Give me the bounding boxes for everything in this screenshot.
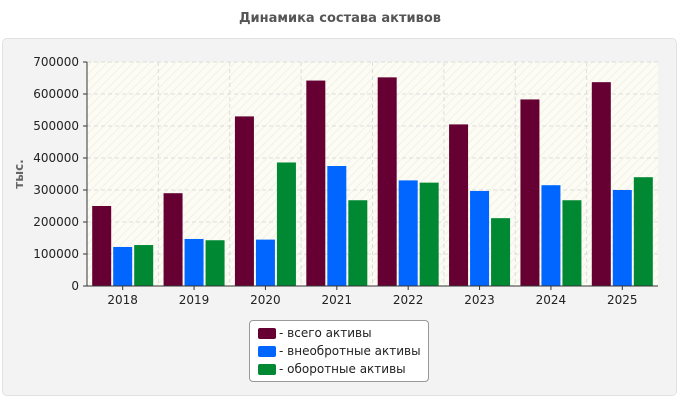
x-tick-label: 2024 [536,293,567,307]
bar-1-2018 [92,206,112,286]
legend-label: - всего активы [279,326,372,340]
bar-3-2022 [419,182,439,286]
legend-swatch [258,345,276,357]
bar-1-2021 [306,80,326,286]
bar-3-2019 [205,240,225,286]
bar-2-2023 [470,190,490,286]
bar-3-2021 [348,200,368,286]
x-tick-label: 2022 [393,293,424,307]
legend-item: - внеобротные активы [258,342,428,360]
bar-1-2022 [377,77,397,286]
y-tick-label: 400000 [33,151,79,165]
bar-2-2021 [327,166,347,286]
bar-3-2025 [633,177,653,286]
bar-2-2024 [541,185,561,286]
legend-swatch [258,363,276,375]
y-tick-label: 0 [71,279,79,293]
legend-item: - всего активы [258,324,428,342]
x-tick-label: 2019 [179,293,210,307]
bar-1-2019 [163,193,183,286]
y-tick-label: 600000 [33,87,79,101]
legend: - всего активы - внеобротные активы - обор… [249,320,429,382]
x-tick-label: 2025 [607,293,638,307]
bar-2-2018 [113,246,133,286]
y-tick-label: 100000 [33,247,79,261]
y-tick-label: 300000 [33,183,79,197]
bar-1-2020 [234,116,254,287]
bar-2-2025 [612,190,632,286]
legend-label: - оборотные активы [279,362,406,376]
bar-1-2023 [449,124,469,287]
bar-3-2023 [491,218,511,286]
bar-2-2019 [184,238,204,286]
bar-2-2022 [398,180,418,286]
x-tick-label: 2020 [250,293,281,307]
bar-2-2020 [255,239,275,286]
bar-1-2025 [591,82,611,286]
bar-3-2024 [562,200,582,286]
y-tick-label: 200000 [33,215,79,229]
y-tick-label: 700000 [33,55,79,69]
bar-1-2024 [520,99,540,286]
x-tick-label: 2018 [107,293,138,307]
chart-title: Динамика состава активов [238,11,442,26]
legend-swatch [258,327,276,339]
y-tick-label: 500000 [33,119,79,133]
legend-label: - внеобротные активы [279,344,421,358]
x-tick-label: 2021 [322,293,353,307]
bar-3-2018 [134,245,154,286]
legend-item: - оборотные активы [258,360,428,378]
x-tick-label: 2023 [464,293,495,307]
bar-3-2020 [276,162,296,286]
